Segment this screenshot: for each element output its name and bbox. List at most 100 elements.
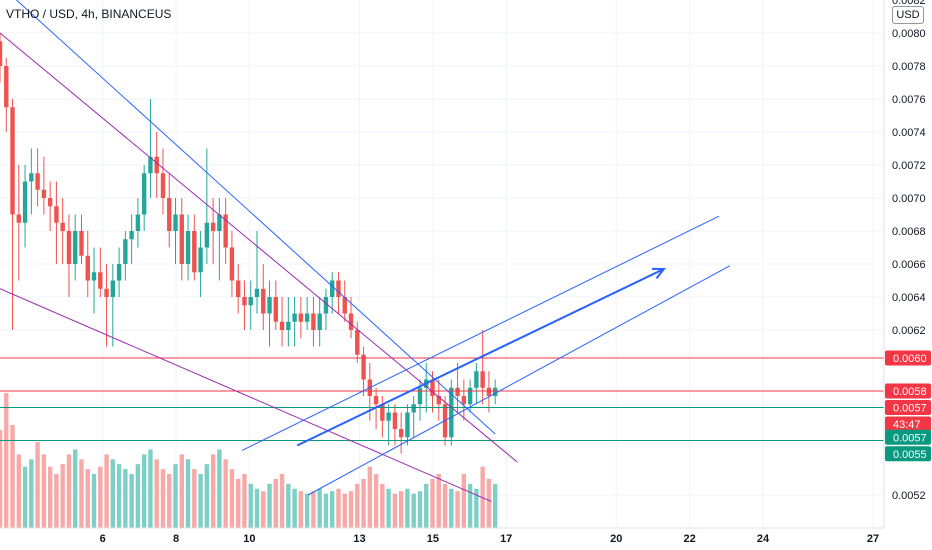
volume-bar [91, 474, 97, 528]
volume-bar [160, 469, 166, 528]
volume-bar [492, 483, 498, 528]
volume-bar [16, 454, 21, 528]
x-tick-label: 17 [500, 533, 512, 545]
candle-body [248, 297, 253, 306]
volume-bar [110, 459, 116, 528]
volume-bar [436, 474, 441, 528]
volume-bar [311, 491, 316, 528]
candle-body [60, 222, 65, 231]
volume-bar [141, 454, 147, 528]
price-axis[interactable]: 0.0080 0.0078 0.0076 0.0074 0.0072 0.0070 0.00… [892, 0, 926, 502]
x-tick-label: 27 [867, 533, 879, 545]
volume-bar [135, 464, 141, 528]
volume-bar [386, 488, 391, 528]
arrow-shaft [296, 268, 665, 447]
candle-body [110, 280, 116, 297]
y-tick-label: 0.0078 [892, 61, 926, 73]
volume-bar [235, 478, 241, 528]
candle-body [235, 280, 241, 297]
arrow-head [651, 267, 666, 279]
candle-body [160, 173, 166, 198]
x-tick-label: 13 [353, 533, 365, 545]
x-tick-label: 22 [683, 533, 695, 545]
y-tick-label: 0.0064 [892, 292, 926, 304]
y-tick-label: 0.0052 [892, 490, 926, 502]
volume-bar [361, 478, 366, 528]
candle-body [123, 239, 128, 264]
candle-body [210, 222, 216, 231]
y-tick-label: 0.0068 [892, 226, 926, 238]
volume-bar [217, 449, 222, 528]
volume-bar [342, 493, 347, 528]
price-tag-bg [885, 400, 931, 416]
volume-bar [442, 483, 448, 528]
candle-body [417, 387, 423, 405]
candle-body [330, 280, 335, 297]
time-axis[interactable]: 6 8 10 13 15 17 20 22 24 27 [100, 533, 879, 545]
candle-body [29, 173, 34, 182]
candle-body [10, 107, 15, 215]
volume-bar [392, 493, 398, 528]
volume-bar [367, 466, 373, 528]
candle-body [204, 222, 210, 248]
candle-body [267, 297, 272, 314]
candle-body [467, 387, 473, 405]
volume-bar [380, 483, 385, 528]
trend-line [241, 215, 720, 451]
candle-body [242, 297, 247, 306]
candle-body [173, 214, 178, 231]
candle-body [185, 231, 191, 264]
candle-body [148, 156, 153, 174]
candle-body [480, 371, 485, 388]
y-tick-label: 0.0076 [892, 94, 926, 106]
volume-bar [417, 491, 423, 528]
candle-body [0, 41, 3, 66]
candle-body [141, 173, 147, 215]
x-tick-label: 10 [243, 533, 255, 545]
currency-button[interactable]: USD [892, 6, 924, 24]
candle-body [91, 272, 97, 281]
candle-body [436, 396, 441, 405]
volume-bar [398, 491, 404, 528]
volume-bar [98, 466, 103, 528]
volume-bar [41, 454, 47, 528]
candle-body [405, 412, 410, 438]
volume-bar [330, 491, 335, 528]
volume-bar [179, 454, 184, 528]
candle-body [79, 231, 84, 256]
volume-bar [279, 474, 285, 528]
y-tick-label: 0.0062 [892, 325, 926, 337]
volume-bar [474, 488, 479, 528]
volume-bar [223, 459, 228, 528]
volume-bar [304, 493, 310, 528]
candle-body [104, 288, 109, 297]
y-tick-label: 0.0080 [892, 28, 926, 40]
candle-body [167, 198, 172, 231]
candle-body [154, 156, 159, 174]
volume-bar [204, 464, 210, 528]
volume-bar [123, 469, 128, 528]
candle-body [373, 396, 379, 405]
volume-bar [66, 454, 72, 528]
price-tag-label: 0.0057 [893, 403, 927, 415]
price-tag-bg [885, 383, 931, 399]
volume-bar [210, 454, 216, 528]
volume-bar [173, 464, 178, 528]
volume-bar [35, 442, 40, 528]
volume-bar [198, 474, 203, 528]
candle-body [47, 198, 53, 207]
volume-bars [0, 393, 498, 528]
chart-title: VTHO / USD, 4h, BINANCEUS [6, 7, 172, 21]
candle-body [304, 313, 310, 322]
candle-body [217, 214, 222, 231]
trend-line [0, 32, 518, 463]
candle-body [4, 66, 9, 108]
trend-lines [0, 0, 731, 503]
candle-body [35, 173, 40, 190]
volume-bar [467, 483, 473, 528]
candle-body [16, 214, 21, 223]
candle-body [66, 231, 72, 264]
volume-bar [185, 459, 191, 528]
y-tick-label: 0.0082 [892, 0, 926, 7]
